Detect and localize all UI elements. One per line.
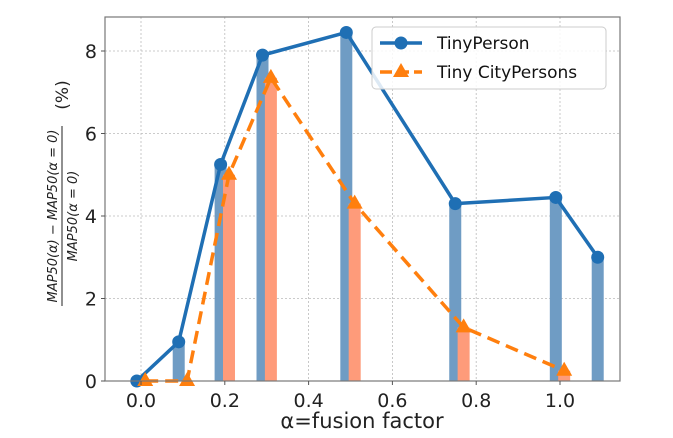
marker-tinyperson	[256, 48, 270, 62]
x-tick-label: 1.0	[545, 390, 575, 412]
marker-tinyperson	[339, 25, 353, 39]
bar-tinyperson	[549, 197, 562, 381]
y-tick-label: 0	[85, 371, 97, 393]
y-axis-label-denominator: MAP50(α = 0)	[66, 171, 81, 262]
y-tick-label: 2	[85, 289, 97, 311]
bar-tinycitypersons	[348, 203, 361, 381]
legend: TinyPerson Tiny CityPersons	[371, 26, 607, 90]
x-tick-label: 0.0	[126, 390, 156, 412]
bar-tinyperson	[591, 257, 604, 381]
y-tick-label: 8	[85, 41, 97, 63]
x-axis-label: α=fusion factor	[280, 409, 444, 433]
marker-tinyperson	[448, 197, 462, 211]
bar-tinycitypersons	[457, 327, 470, 381]
marker-tinycitypersons	[179, 372, 196, 386]
legend-box	[371, 26, 607, 90]
y-axis-label-unit: (%)	[53, 80, 73, 109]
x-tick-label: 0.6	[377, 390, 407, 412]
plot-frame	[104, 16, 621, 382]
bar-tinycitypersons	[558, 370, 571, 381]
bar-tinyperson	[172, 341, 185, 381]
legend-label-tinyperson: TinyPerson	[436, 34, 530, 54]
marker-tinycitypersons	[262, 68, 279, 83]
legend-tinyperson-marker-icon	[394, 36, 408, 50]
x-ticks: 0.0 0.2 0.4 0.6 0.8 1.0	[126, 381, 575, 412]
y-axis-label-numerator: MAP50(α) − MAP50(α = 0)	[46, 130, 61, 303]
marker-tinycitypersons	[220, 165, 237, 180]
y-tick-label: 4	[85, 206, 97, 228]
legend-tinycitypersons-marker-icon	[393, 63, 409, 77]
x-tick-label: 0.2	[210, 390, 240, 412]
line-tinyperson	[135, 30, 600, 383]
marker-tinycitypersons	[346, 194, 363, 209]
x-tick-label: 0.4	[293, 390, 323, 412]
legend-label-tinycitypersons: Tiny CityPersons	[436, 63, 577, 83]
bar-tinycitypersons	[222, 174, 235, 381]
bars	[172, 32, 604, 381]
x-tick-label: 0.8	[461, 390, 491, 412]
marker-tinycitypersons	[455, 318, 472, 333]
marker-tinyperson	[591, 250, 605, 264]
y-ticks: 0 2 4 6 8	[85, 41, 105, 393]
y-axis-label: MAP50(α) − MAP50(α = 0) MAP50(α = 0) (%)	[46, 80, 81, 306]
legend-entry-tinycitypersons: Tiny CityPersons	[380, 63, 577, 83]
legend-entry-tinyperson: TinyPerson	[380, 34, 530, 54]
bar-tinycitypersons	[264, 77, 277, 381]
marker-tinyperson	[214, 157, 228, 171]
marker-tinycitypersons	[556, 361, 573, 376]
marker-tinyperson	[549, 190, 563, 204]
y-tick-label: 6	[85, 124, 97, 146]
marker-tinyperson	[172, 335, 186, 349]
